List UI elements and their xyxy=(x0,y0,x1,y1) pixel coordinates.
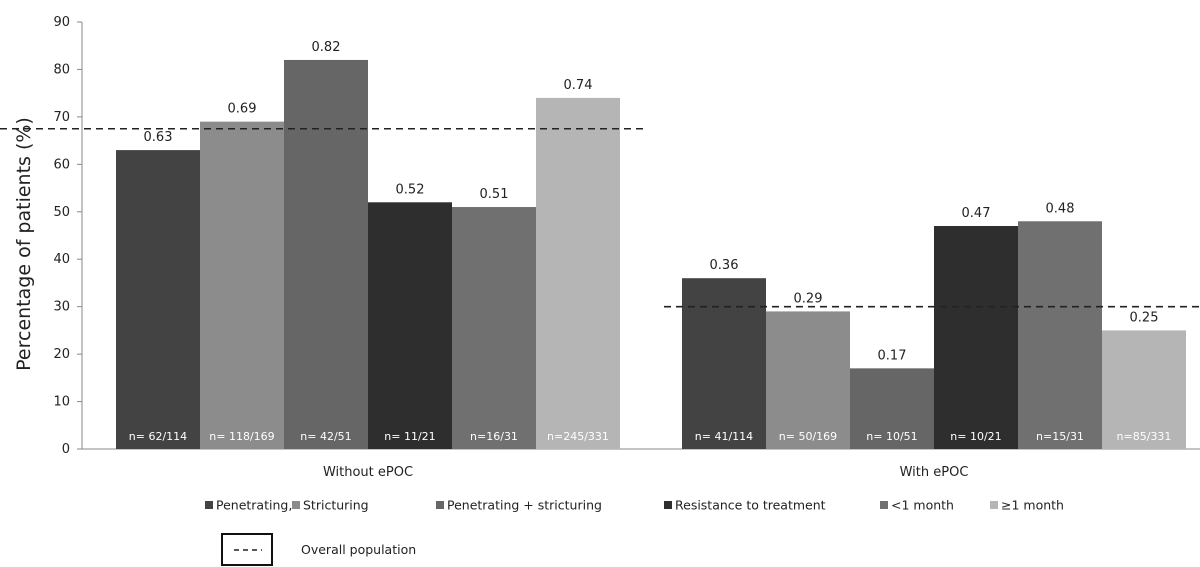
bar xyxy=(1018,221,1102,449)
y-tick-label: 90 xyxy=(53,15,70,30)
legend-label: ≥1 month xyxy=(1001,498,1064,513)
bar-n-label: n=245/331 xyxy=(547,430,609,443)
legend: Penetrating, Stricturing Penetrating + str… xyxy=(205,498,1064,566)
bar-value-label: 0.48 xyxy=(1046,201,1075,216)
bar xyxy=(682,278,766,449)
labels: 0.63 n= 62/114 0.69 n= 118/169 0.82 n= 42/51 0… xyxy=(129,40,1172,480)
bar-n-label: n= 10/51 xyxy=(866,430,917,443)
legend-ref-label: Overall population xyxy=(301,542,416,557)
bar-n-label: n= 41/114 xyxy=(695,430,753,443)
bar xyxy=(284,59,368,449)
bar-value-label: 0.63 xyxy=(144,130,173,145)
bar-n-label: n= 62/114 xyxy=(129,430,187,443)
bar-value-label: 0.51 xyxy=(480,187,509,202)
legend-label: <1 month xyxy=(891,498,954,513)
legend-swatch xyxy=(664,501,672,509)
bar xyxy=(452,207,536,449)
y-tick-label: 60 xyxy=(53,157,70,172)
bar xyxy=(116,150,200,449)
legend-swatch xyxy=(292,501,300,509)
y-tick-label: 40 xyxy=(53,252,70,267)
y-tick-label: 70 xyxy=(53,110,70,125)
bar-n-label: n=85/331 xyxy=(1117,430,1172,443)
y-axis-label: Percentage of patients (%) xyxy=(13,117,35,371)
y-tick-label: 10 xyxy=(53,395,70,410)
bar-value-label: 0.52 xyxy=(396,182,425,197)
bar-value-label: 0.47 xyxy=(962,206,991,221)
y-tick-label: 80 xyxy=(53,62,70,77)
legend-label: Penetrating, xyxy=(216,498,292,513)
legend-label: Stricturing xyxy=(303,498,369,513)
legend-swatch xyxy=(880,501,888,509)
bars xyxy=(116,59,1186,450)
bar-value-label: 0.69 xyxy=(228,102,257,117)
bar xyxy=(536,97,620,450)
legend-swatch xyxy=(205,501,213,509)
bar-n-label: n= 50/169 xyxy=(779,430,837,443)
bar-value-label: 0.74 xyxy=(564,78,593,93)
bar xyxy=(766,311,850,449)
y-tick-label: 50 xyxy=(53,205,70,220)
bar-value-label: 0.29 xyxy=(794,291,823,306)
legend-swatch xyxy=(436,501,444,509)
bar xyxy=(934,226,1018,449)
bar-value-label: 0.82 xyxy=(312,40,341,55)
bar-n-label: n= 42/51 xyxy=(300,430,351,443)
legend-ref-box xyxy=(221,533,273,566)
y-tick-label: 0 xyxy=(62,442,70,457)
legend-label: Penetrating + stricturing xyxy=(447,498,602,513)
bar xyxy=(368,202,452,449)
legend-swatch xyxy=(990,501,998,509)
bar-value-label: 0.25 xyxy=(1130,310,1159,325)
y-tick-label: 30 xyxy=(53,300,70,315)
group-label: Without ePOC xyxy=(323,465,413,480)
bar xyxy=(1102,330,1186,449)
reference-lines xyxy=(0,127,1200,308)
bar-value-label: 0.17 xyxy=(878,348,907,363)
group-label: With ePOC xyxy=(900,465,969,480)
bar-n-label: n= 118/169 xyxy=(209,430,274,443)
bar-n-label: n=16/31 xyxy=(470,430,518,443)
legend-label: Resistance to treatment xyxy=(675,498,826,513)
bar-n-label: n= 10/21 xyxy=(950,430,1001,443)
bar xyxy=(200,121,284,449)
bar-n-label: n= 11/21 xyxy=(384,430,435,443)
y-tick-label: 20 xyxy=(53,347,70,362)
bar-n-label: n=15/31 xyxy=(1036,430,1084,443)
bar-value-label: 0.36 xyxy=(710,258,739,273)
bar xyxy=(850,368,934,449)
